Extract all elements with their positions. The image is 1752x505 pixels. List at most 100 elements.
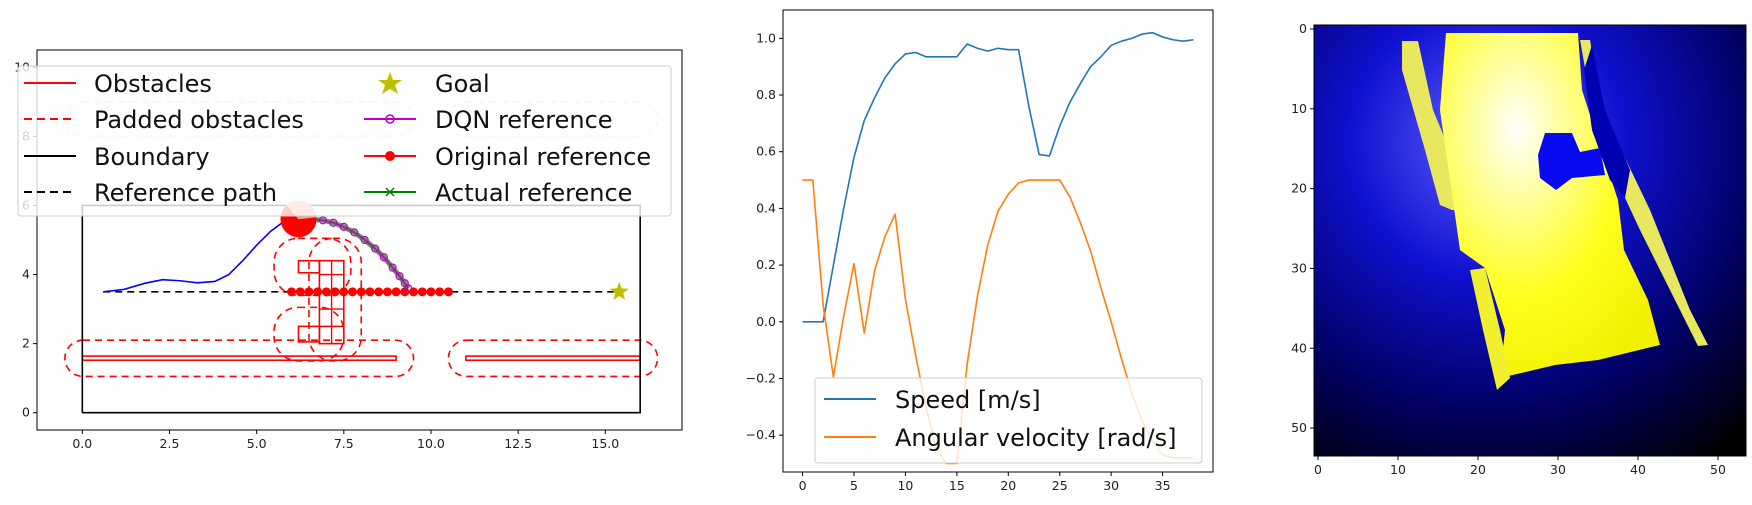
legend-reference-path: Reference path [94,179,277,207]
speed-profile-legend: Speed [m/s] Angular velocity [rad/s] [814,377,1203,464]
occupancy-y-ticks: 0 10 20 30 40 50 [1291,21,1314,435]
y-tick-label: −0.2 [746,370,776,385]
y-tick-label: −0.4 [746,427,776,442]
legend-boundary: Boundary [94,143,210,171]
x-tick-label: 30 [1550,462,1566,477]
occupancy-free-region [1440,33,1660,378]
dqn-reference-point [318,216,327,225]
goal-star [609,281,629,300]
y-tick-label: 50 [1291,420,1307,435]
x-tick-label: 10.0 [417,436,445,451]
original-reference-point [374,287,384,297]
x-tick-label: 0.0 [72,436,92,451]
original-reference-point [417,287,427,297]
x-tick-label: 10 [897,478,913,493]
legend-dqn-marker [385,114,395,124]
dqn-reference-point [395,272,404,281]
dqn-reference-point [371,244,380,253]
y-tick-label: 4 [22,267,30,282]
x-tick-label: 5.0 [247,436,267,451]
legend-frame [814,377,1203,464]
y-tick-label: 0.2 [756,257,776,272]
original-reference-point [400,287,410,297]
original-reference-point [304,287,314,297]
legend-dqn-reference: DQN reference [435,106,613,134]
occupancy-right-pocket [1584,45,1630,198]
x-tick-label: 10 [1390,462,1406,477]
y-tick-label: 0.4 [756,200,776,215]
path-map-legend: Obstacles Padded obstacles Boundary Refe… [17,65,672,217]
original-reference-point [426,287,436,297]
dqn-reference-point [388,263,397,272]
original-reference-point [365,287,375,297]
original-reference-point [339,287,349,297]
original-reference-point [313,287,323,297]
padded-obstacle [64,339,415,378]
path-map-panel: 0.02.55.07.510.012.515.0 0246810 Obstacl… [14,49,683,451]
original-reference-point [348,287,358,297]
y-tick-label: 0.8 [756,87,776,102]
dqn-reference-point [329,218,338,227]
x-tick-label: 20 [1000,478,1016,493]
occupancy-axes [1313,24,1747,457]
occupancy-grid-panel: 0 10 20 30 40 50 0 10 20 30 40 50 [1291,21,1747,477]
x-tick-label: 50 [1710,462,1726,477]
dqn-reference-point [379,253,389,262]
x-tick-label: 0 [799,478,807,493]
occupancy-x-ticks: 0 10 20 30 40 50 [1314,456,1726,477]
y-tick-label: 2 [22,336,30,351]
legend-goal: Goal [435,70,490,98]
x-tick-label: 2.5 [160,436,180,451]
path-map-x-ticks: 0.0 2.5 5.0 7.5 10.0 12.5 15.0 [72,430,619,451]
legend-original-reference: Original reference [435,143,651,171]
occupancy-blue-pocket [1538,133,1605,190]
occupancy-lower-leg [1470,268,1510,390]
speed-line [802,31,1194,323]
dqn-reference-point [339,222,348,231]
x-tick-label: 35 [1155,478,1171,493]
x-tick-label: 15.0 [591,436,619,451]
original-reference-point [287,287,297,297]
original-reference-point [356,287,366,297]
original-reference-point [443,287,453,297]
speed-profile-panel: 0 5 10 15 20 25 30 35 −0.4 −0.2 0.0 0.2 0.4 0.6 0.8 1.… [746,9,1214,493]
legend-frame [17,65,672,217]
x-tick-label: 5 [850,478,858,493]
x-tick-label: 20 [1470,462,1486,477]
legend-goal-swatch [378,72,402,94]
legend-obstacles: Obstacles [94,70,212,98]
x-tick-label: 12.5 [504,436,532,451]
y-tick-label: 0.0 [756,314,776,329]
original-reference-point [330,287,340,297]
y-tick-label: 40 [1291,340,1307,355]
legend-original-marker [385,151,395,161]
x-tick-label: 25 [1052,478,1068,493]
original-reference-point [391,287,401,297]
original-reference-point [435,287,445,297]
y-tick-label: 0 [1299,21,1307,36]
speed-profile-y-ticks: −0.4 −0.2 0.0 0.2 0.4 0.6 0.8 1.0 [746,30,783,442]
speed-profile-x-ticks: 0 5 10 15 20 25 30 35 [799,472,1171,493]
original-reference-point [321,287,331,297]
dqn-reference-point [360,235,369,245]
dqn-reference-point [404,284,413,293]
trajectory-line [103,216,296,293]
padded-obstacle [273,237,352,297]
y-tick-label: 30 [1291,260,1307,275]
y-tick-label: 0.6 [756,144,776,159]
x-tick-label: 15 [949,478,965,493]
obstacle [297,325,321,343]
padded-obstacle [447,339,659,378]
padded-obstacle [308,237,363,362]
legend-angular-velocity: Angular velocity [rad/s] [895,424,1177,452]
x-tick-label: 7.5 [334,436,354,451]
x-tick-label: 40 [1630,462,1646,477]
y-tick-label: 10 [1291,101,1307,116]
goal-marker [609,281,629,300]
x-tick-label: 0 [1314,462,1322,477]
x-tick-label: 30 [1103,478,1119,493]
original-reference-point [382,287,392,297]
y-tick-label: 20 [1291,181,1307,196]
legend-actual-reference: Actual reference [435,179,632,207]
